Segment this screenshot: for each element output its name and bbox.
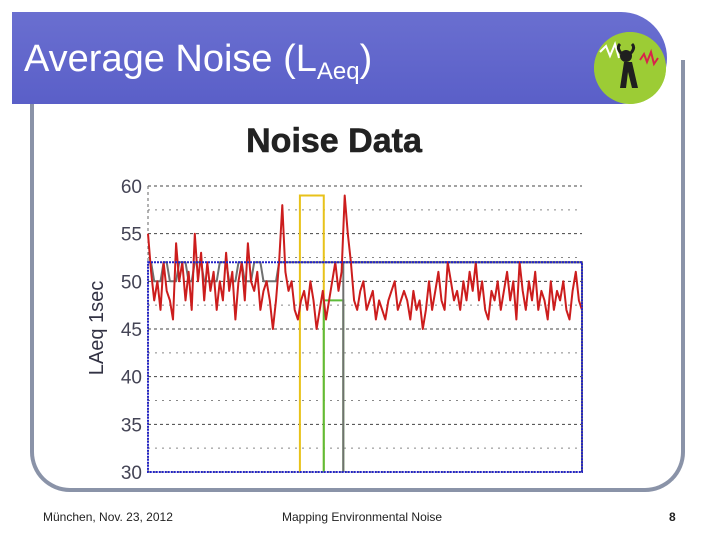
y-tick-label: 45: [121, 320, 142, 341]
title-main: Average Noise (L: [24, 38, 317, 80]
y-tick-label: 50: [121, 272, 142, 293]
highlight-region: [322, 299, 345, 472]
chart-title: Noise Data: [246, 122, 423, 160]
y-tick-label: 55: [121, 225, 142, 246]
title-subscript: Aeq: [316, 58, 360, 85]
slide-title: Average Noise (LAeq): [24, 37, 372, 94]
title-close: ): [359, 38, 373, 80]
y-tick-label: 35: [121, 415, 142, 436]
y-tick-label: 30: [121, 463, 142, 484]
noise-chart: Noise Data LAeq 1sec 30 35 40 45 50 55 60: [86, 112, 598, 484]
grid-lines: [147, 185, 582, 473]
page-number: 8: [669, 510, 676, 524]
highlight-region: [298, 194, 325, 472]
y-axis-label: LAeq 1sec: [86, 281, 108, 376]
noise-logo: [594, 32, 666, 104]
title-banner: Average Noise (LAeq): [12, 12, 667, 104]
y-tick-label: 60: [121, 177, 142, 198]
noise-logo-icon: [594, 32, 666, 104]
plot-border: [147, 261, 583, 473]
noise-chart-svg: Noise Data LAeq 1sec 30 35 40 45 50 55 60: [86, 122, 583, 484]
y-tick-label: 40: [121, 368, 142, 389]
y-tick-labels: 30 35 40 45 50 55 60: [121, 177, 142, 484]
slide-frame: [30, 60, 685, 492]
footer-title: Mapping Environmental Noise: [282, 510, 443, 524]
footer-date: München, Nov. 23, 2012: [43, 510, 173, 524]
series-line: [147, 194, 583, 330]
